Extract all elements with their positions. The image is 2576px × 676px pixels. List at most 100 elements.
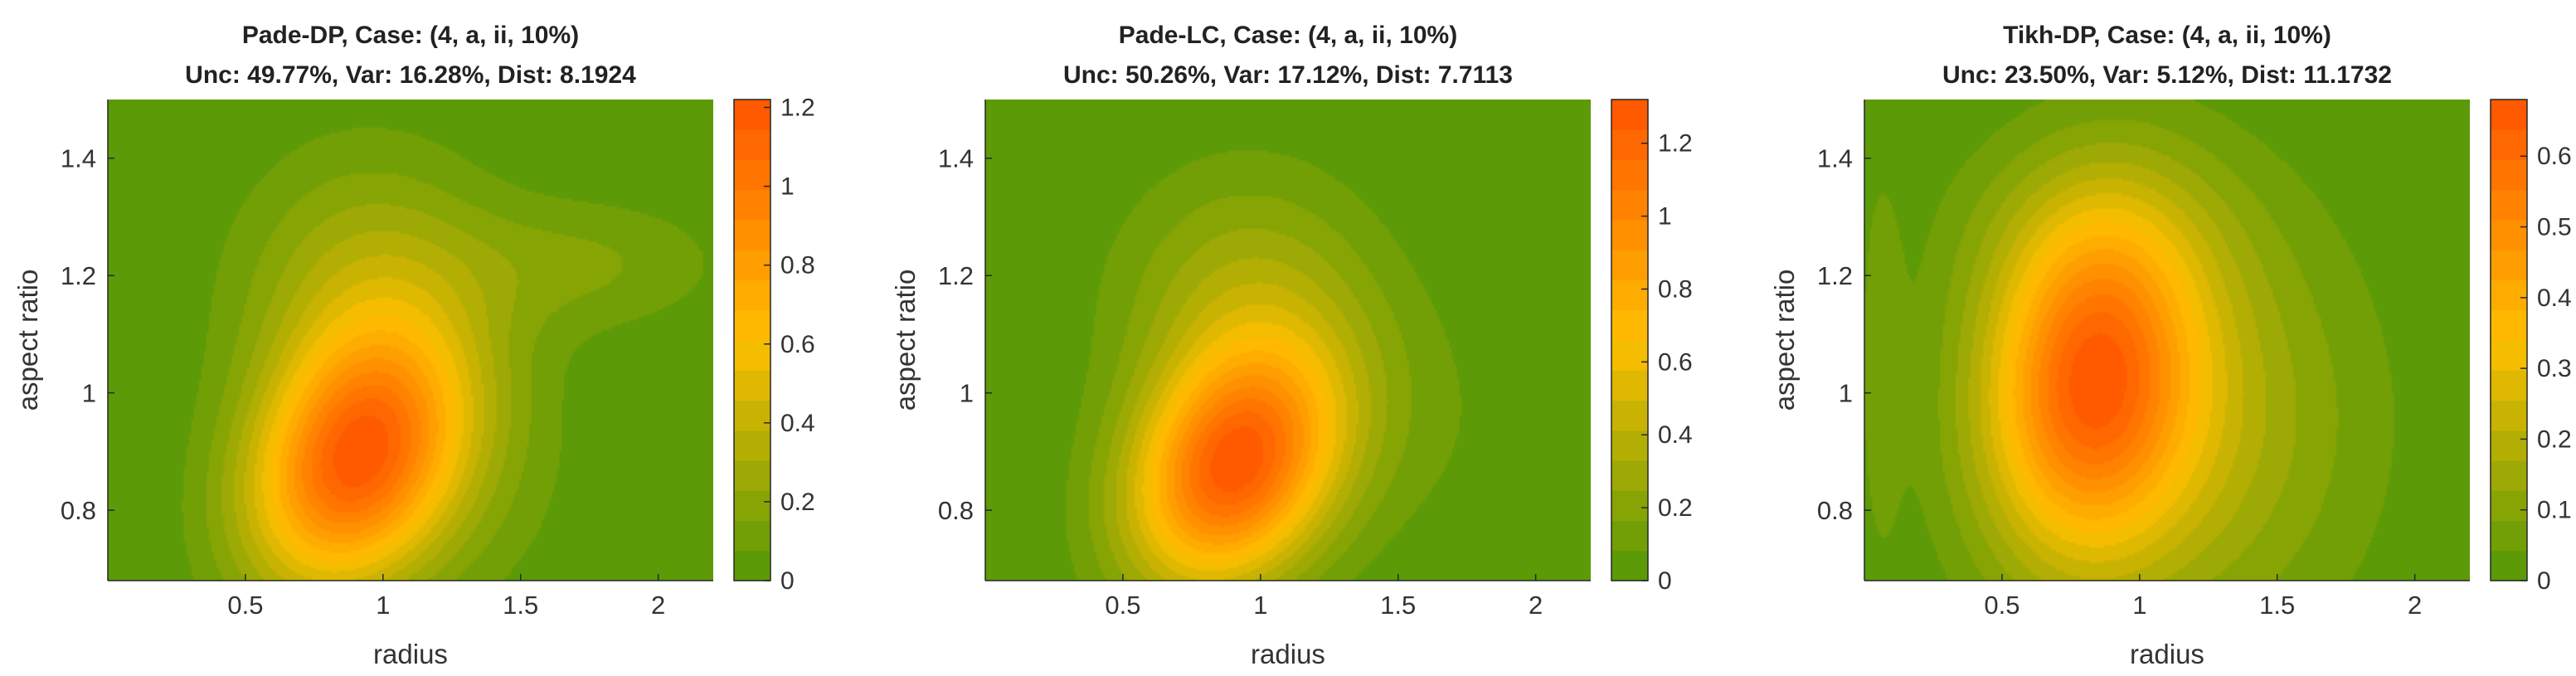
colorbar-band (2491, 400, 2527, 431)
x-tick-label: 0.5 (227, 591, 263, 620)
colorbar-band (2491, 100, 2527, 130)
colorbar-tick-label: 0.4 (1658, 421, 1693, 449)
y-tick-label: 1 (82, 379, 96, 408)
x-tick-label: 2 (2408, 591, 2422, 620)
colorbar-frame (1611, 99, 1649, 581)
colorbar-band (734, 309, 770, 341)
colorbar-band (2491, 129, 2527, 161)
colorbar-band (2491, 220, 2527, 250)
colorbar-tick-label: 0.5 (2537, 214, 2572, 241)
chart-subtitle: Unc: 50.26%, Var: 17.12%, Dist: 7.7113 (1063, 61, 1513, 89)
y-axis-label: aspect ratio (1769, 270, 1800, 411)
colorbar-tick-label: 1.2 (780, 95, 815, 122)
x-tick-label: 2 (651, 591, 665, 620)
y-tick-label: 1 (960, 379, 974, 408)
colorbar-band (1611, 189, 1648, 221)
contour-fill (985, 100, 1591, 581)
colorbar-band (1611, 490, 1648, 522)
y-axis-label: aspect ratio (12, 270, 43, 411)
colorbar-band (1611, 220, 1648, 250)
colorbar-tick-label: 1 (1658, 203, 1672, 231)
colorbar-tick-label: 0.6 (2537, 143, 2572, 170)
colorbar-band (1611, 309, 1648, 341)
colorbar-band (1611, 100, 1648, 130)
colorbar: 0 0.1 0.2 0.3 0.4 0.5 0.6 (2490, 99, 2572, 595)
colorbar-band (1611, 460, 1648, 491)
contour-fill (1864, 100, 2470, 581)
y-tick-label: 1.2 (61, 261, 96, 290)
y-tick-label: 1 (1839, 379, 1853, 408)
colorbar-tick-label: 1.2 (1658, 130, 1693, 158)
colorbar-frame (2490, 99, 2528, 581)
colorbar-band (2491, 430, 2527, 461)
colorbar-band (2491, 250, 2527, 281)
colorbar-band (1611, 400, 1648, 431)
colorbar: 0 0.2 0.4 0.6 0.8 1 1.2 (733, 95, 815, 595)
chart-subtitle: Unc: 49.77%, Var: 16.28%, Dist: 8.1924 (185, 61, 636, 89)
y-axis-label: aspect ratio (890, 270, 921, 411)
colorbar-tick-label: 0 (2537, 567, 2551, 595)
colorbar-tick-label: 1 (780, 173, 795, 201)
chart-title: Pade-LC, Case: (4, a, ii, 10%) (1119, 22, 1457, 49)
colorbar-band (734, 220, 770, 250)
colorbar-tick-label: 0.1 (2537, 497, 2572, 524)
chart-title: Pade-DP, Case: (4, a, ii, 10%) (242, 22, 579, 49)
colorbar-band (734, 159, 770, 191)
colorbar-tick-label: 0 (1658, 567, 1672, 595)
colorbar-band (734, 430, 770, 461)
x-tick-label: 2 (1529, 591, 1543, 620)
colorbar-band (734, 490, 770, 522)
colorbar-band (1611, 370, 1648, 401)
colorbar-band (734, 340, 770, 371)
colorbar: 0 0.2 0.4 0.6 0.8 1 1.2 (1611, 99, 1693, 595)
colorbar-band (1611, 159, 1648, 191)
x-tick-label: 0.5 (1984, 591, 2019, 620)
x-tick-label: 0.5 (1105, 591, 1140, 620)
x-tick-label: 1.5 (503, 591, 538, 620)
panel-3: Tikh-DP, Case: (4, a, ii, 10%) Unc: 23.50… (1769, 22, 2572, 669)
chart-title: Tikh-DP, Case: (4, a, ii, 10%) (2003, 22, 2331, 49)
colorbar-band (734, 520, 770, 552)
y-tick-label: 1.4 (1817, 144, 1853, 173)
colorbar-band (2491, 520, 2527, 552)
y-tick-label: 1.2 (938, 261, 974, 290)
x-tick-label: 1 (1253, 591, 1267, 620)
colorbar-band (2491, 490, 2527, 522)
colorbar-tick-label: 0 (780, 567, 795, 595)
colorbar-band (1611, 250, 1648, 281)
colorbar-frame (733, 99, 771, 581)
colorbar-band (2491, 309, 2527, 341)
colorbar-band (2491, 370, 2527, 401)
x-axis-label: radius (2130, 639, 2204, 669)
colorbar-band (2491, 189, 2527, 221)
colorbar-tick-label: 0.8 (1658, 275, 1693, 303)
x-tick-label: 1.5 (2259, 591, 2295, 620)
colorbar-band (2491, 460, 2527, 491)
colorbar-band (2491, 340, 2527, 371)
y-tick-label: 0.8 (1817, 496, 1853, 525)
colorbar-tick-label: 0.2 (1658, 494, 1693, 522)
colorbar-band (734, 550, 770, 581)
colorbar-band (734, 370, 770, 401)
colorbar-tick-label: 0.6 (1658, 348, 1693, 376)
x-tick-label: 1.5 (1380, 591, 1416, 620)
colorbar-band (734, 129, 770, 161)
colorbar-tick-label: 0.3 (2537, 355, 2572, 382)
y-tick-label: 1.4 (938, 144, 974, 173)
colorbar-band (1611, 280, 1648, 311)
y-tick-label: 0.8 (61, 496, 96, 525)
colorbar-band (734, 460, 770, 491)
colorbar-tick-label: 0.6 (780, 331, 815, 358)
y-tick-label: 1.4 (61, 144, 96, 173)
chart-subtitle: Unc: 23.50%, Var: 5.12%, Dist: 11.1732 (1942, 61, 2392, 89)
panel-2: Pade-LC, Case: (4, a, ii, 10%) Unc: 50.26… (890, 22, 1693, 669)
colorbar-band (1611, 520, 1648, 552)
colorbar-band (2491, 550, 2527, 581)
colorbar-tick-label: 0.2 (780, 489, 815, 516)
panel-1: Pade-DP, Case: (4, a, ii, 10%) Unc: 49.77… (12, 22, 815, 669)
colorbar-band (734, 189, 770, 221)
y-tick-label: 0.8 (938, 496, 974, 525)
y-tick-label: 1.2 (1817, 261, 1853, 290)
colorbar-band (2491, 159, 2527, 191)
